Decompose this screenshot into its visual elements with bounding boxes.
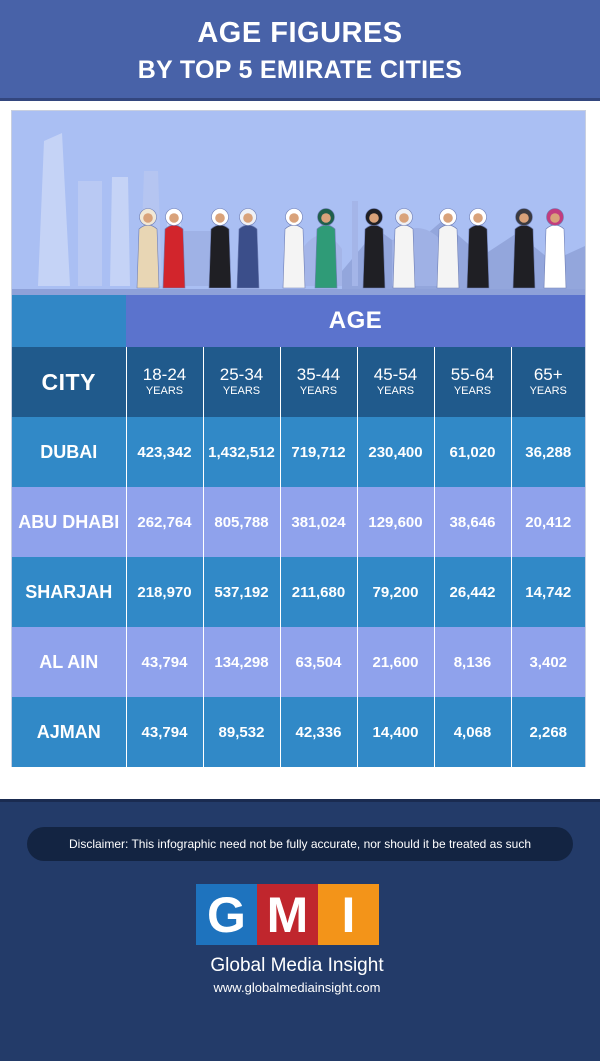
value-cell: 129,600 [357,487,435,557]
person-figure [136,208,160,289]
value-cell: 218,970 [126,557,204,627]
table-row-al-ain: AL AIN 43,794 134,298 63,504 21,600 8,13… [12,627,585,697]
person-figure [162,208,186,289]
value-cell: 719,712 [280,417,358,487]
age-unit: YEARS [529,385,567,397]
age-column-header: 55-64 YEARS [434,347,512,417]
person-figure [512,208,536,289]
skyline-people-graphic [12,133,585,295]
person-figure [282,208,306,289]
age-column-header: 25-34 YEARS [203,347,281,417]
value-cell: 43,794 [126,627,204,697]
footer: Disclaimer: This infographic need not be… [0,799,600,1061]
value-cell: 38,646 [434,487,512,557]
age-unit: YEARS [376,385,415,397]
value-cell: 36,288 [511,417,585,487]
logo-letter-m: M [257,884,318,945]
value-cell: 21,600 [357,627,435,697]
city-cell: DUBAI [12,417,127,487]
value-cell: 42,336 [280,697,358,767]
value-cell: 3,402 [511,627,585,697]
value-cell: 381,024 [280,487,358,557]
value-cell: 211,680 [280,557,358,627]
value-cell: 14,400 [357,697,435,767]
people-illustration [12,111,585,295]
age-column-header: 35-44 YEARS [280,347,358,417]
org-name: Global Media Insight [210,955,384,976]
value-cell: 262,764 [126,487,204,557]
table-row-sharjah: SHARJAH 218,970 537,192 211,680 79,200 2… [12,557,585,627]
age-range: 35-44 [296,365,341,384]
table-frame: AGE CITY 18-24 YEARS 25-34 YEARS 35-44 YEAR… [11,110,586,767]
age-header-corner [12,295,126,347]
table-row-ajman: AJMAN 43,794 89,532 42,336 14,400 4,068 … [12,697,585,767]
age-unit: YEARS [299,385,338,397]
age-range: 25-34 [219,365,264,384]
value-cell: 134,298 [203,627,281,697]
person-figure [543,208,567,289]
disclaimer-pill: Disclaimer: This infographic need not be… [27,827,573,861]
city-cell: AJMAN [12,697,127,767]
age-column-header: 65+ YEARS [511,347,585,417]
gmi-logo: G M I [196,884,379,945]
person-figure [466,208,490,289]
age-unit: YEARS [145,385,184,397]
person-figure [236,208,260,289]
age-range: 55-64 [450,365,495,384]
value-cell: 61,020 [434,417,512,487]
value-cell: 2,268 [511,697,585,767]
value-cell: 14,742 [511,557,585,627]
table-row-abu-dhabi: ABU DHABI 262,764 805,788 381,024 129,60… [12,487,585,557]
value-cell: 89,532 [203,697,281,767]
person-figure [392,208,416,289]
value-cell: 805,788 [203,487,281,557]
value-cell: 423,342 [126,417,204,487]
age-unit: YEARS [222,385,261,397]
age-column-header: 18-24 YEARS [126,347,204,417]
person-figure [436,208,460,289]
age-column-header: 45-54 YEARS [357,347,435,417]
header: AGE FIGURES BY TOP 5 EMIRATE CITIES [0,0,600,101]
title-line-1: AGE FIGURES [197,17,403,49]
city-cell: SHARJAH [12,557,127,627]
value-cell: 4,068 [434,697,512,767]
age-table: CITY 18-24 YEARS 25-34 YEARS 35-44 YEARS 45… [12,347,585,767]
age-unit: YEARS [453,385,492,397]
value-cell: 63,504 [280,627,358,697]
city-column-header: CITY [12,347,127,417]
value-cell: 1,432,512 [203,417,281,487]
city-cell: ABU DHABI [12,487,127,557]
city-cell: AL AIN [12,627,127,697]
value-cell: 26,442 [434,557,512,627]
table-header-row: CITY 18-24 YEARS 25-34 YEARS 35-44 YEARS 45… [12,347,585,417]
org-url[interactable]: www.globalmediainsight.com [213,980,381,995]
value-cell: 43,794 [126,697,204,767]
table-row-dubai: DUBAI 423,342 1,432,512 719,712 230,400 … [12,417,585,487]
age-group-header: AGE [126,295,585,347]
logo-letter-i: I [318,884,379,945]
age-range: 45-54 [373,365,418,384]
title-line-2: BY TOP 5 EMIRATE CITIES [137,56,463,84]
person-figure [208,208,232,289]
value-cell: 8,136 [434,627,512,697]
value-cell: 79,200 [357,557,435,627]
value-cell: 537,192 [203,557,281,627]
logo-letter-g: G [196,884,257,945]
person-figure [314,208,338,289]
age-range: 65+ [533,365,563,384]
value-cell: 230,400 [357,417,435,487]
person-figure [362,208,386,289]
age-range: 18-24 [142,365,187,384]
value-cell: 20,412 [511,487,585,557]
